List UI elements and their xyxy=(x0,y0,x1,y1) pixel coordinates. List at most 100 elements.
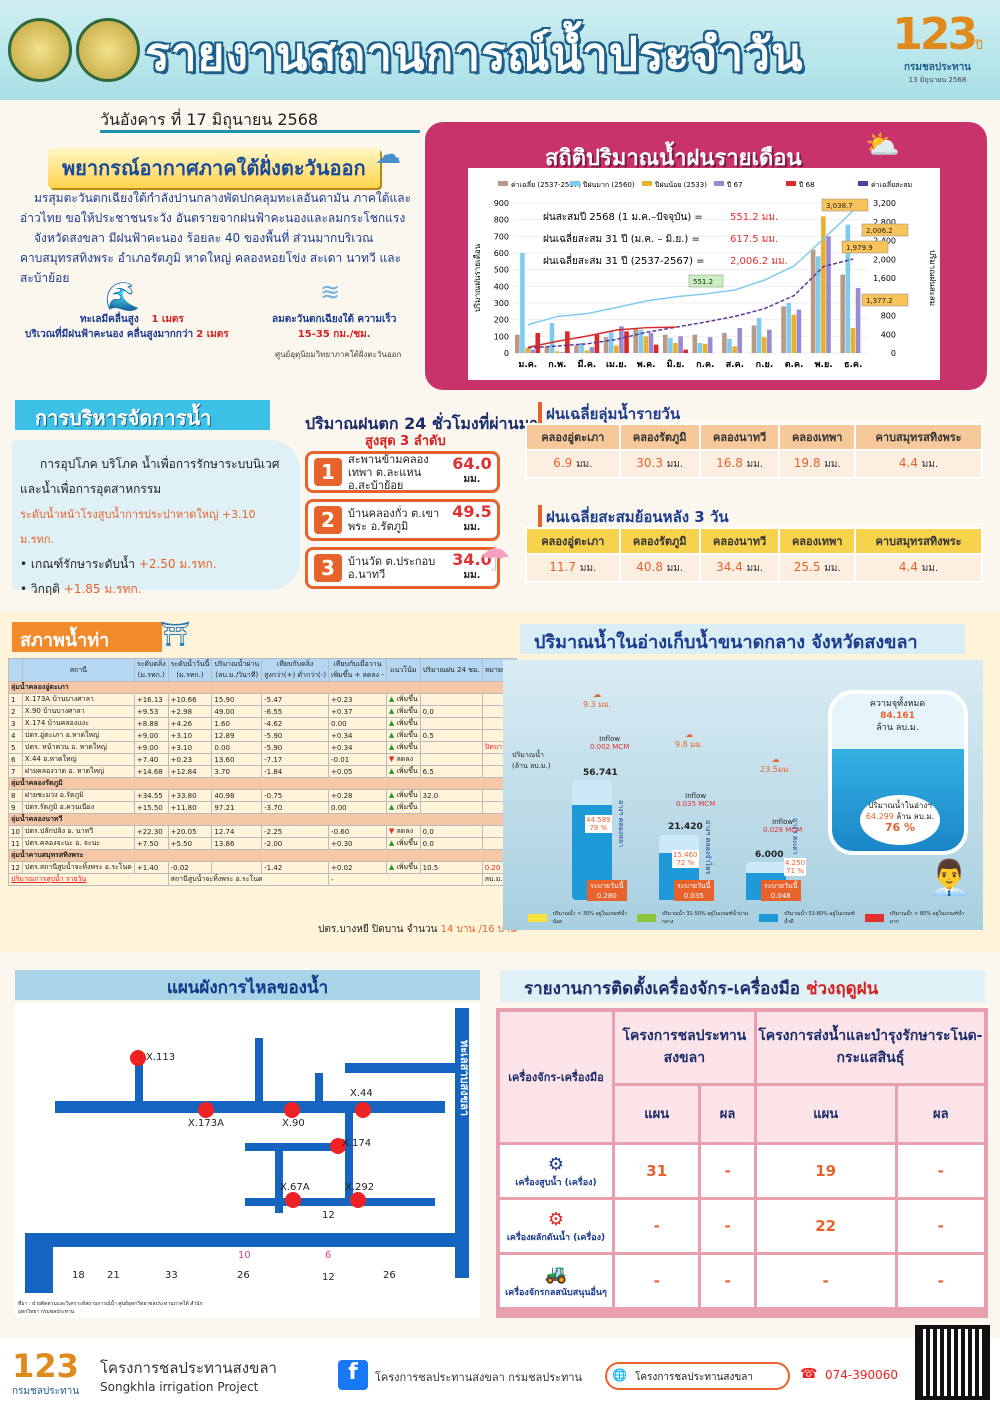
annotation-box xyxy=(861,223,909,237)
table-cell: 2 xyxy=(8,705,23,718)
table-cell: 97.21 xyxy=(211,801,263,814)
current-year-line xyxy=(527,326,676,349)
project-header: โครงการชลประทานสงขลา xyxy=(615,1012,754,1083)
reservoir-title: ปริมาณน้ำในอ่างเก็บน้ำขนาดกลาง จังหวัดสง… xyxy=(520,624,965,654)
table-cell: - xyxy=(328,873,483,886)
table-cell: 11.7 มม. xyxy=(525,553,621,583)
website-link[interactable]: โครงการชลประทานสงขลา xyxy=(605,1362,790,1390)
anniversary-badge: 123ปี กรมชลประทาน 13 มิถุนายน 2568 xyxy=(892,9,983,85)
table-cell: X.173A บ้านบางศาลา xyxy=(21,693,135,706)
table-cell: -4.62 xyxy=(261,717,330,730)
annotation: 1,979.9 xyxy=(846,244,873,252)
table-cell: - xyxy=(897,1255,984,1307)
water-level-table: สถานี ระดับตลิ่ง (ม.รทก.) ระดับน้ำวันนี้ (ม.… xyxy=(8,658,517,916)
y2-tick: 2,000 xyxy=(873,255,896,264)
table-cell: 0.0 xyxy=(419,705,483,718)
plan-header: แผน xyxy=(756,1085,895,1142)
table-row: 4 ปตร.อู่ตะเภา อ.หาดใหญ่ +9.00 +3.10 12.89 -5… xyxy=(8,729,517,742)
col-header: เทียบกับตลิ่ง สูงกว่า(+) ต่ำกว่า(-) xyxy=(261,658,330,682)
station-label: X.173A xyxy=(188,1118,224,1129)
wave-icon: 🌊 xyxy=(105,280,140,313)
col-header: แนวโน้ม xyxy=(385,658,421,682)
footer-org-en: Songkhla irrigation Project xyxy=(100,1380,259,1394)
bar xyxy=(732,346,737,353)
table-cell: +0.02 xyxy=(328,861,387,874)
table-cell: 19 xyxy=(756,1145,895,1197)
table-row: 3 X.174 บ้านคลองแงะ +8.88 +4.26 1.60 -4.62 0.0… xyxy=(8,717,517,730)
bar xyxy=(821,216,826,353)
table-cell xyxy=(419,741,483,754)
bar xyxy=(826,236,831,353)
tank-1-volume: 44.589 79 % xyxy=(585,815,612,833)
officer-avatar: 👨‍💼 xyxy=(928,858,971,898)
flow-title: แผนผังการไหลของน้ำ xyxy=(15,970,480,1000)
legend-label: ปีฝนมาก (2560) xyxy=(583,181,635,189)
flow-bottom-value: 33 xyxy=(165,1270,178,1281)
table-cell: +34.55 xyxy=(133,789,169,802)
footer xyxy=(0,1338,1000,1414)
station-marker xyxy=(130,1050,146,1066)
y2-axis-label: ปริมาณฝนสะสม xyxy=(928,250,937,306)
bar xyxy=(845,224,851,353)
table-cell: 12.74 xyxy=(211,825,263,838)
plan-header: แผน xyxy=(615,1085,699,1142)
facebook-icon[interactable]: f xyxy=(338,1360,368,1390)
flow-bottom-value: 21 xyxy=(107,1270,120,1281)
bar xyxy=(515,334,520,353)
annotation-box xyxy=(841,240,889,254)
machines-title: รายงานการติดตั้งเครื่องจักร-เครื่องมือ ช… xyxy=(500,970,985,1002)
chart-note: ฝนเฉลี่ยสะสม 31 ปี (2537-2567) = xyxy=(543,253,705,267)
station-marker xyxy=(198,1102,214,1118)
gate-status: ปตร.บางหยี ปิดบาน จำนวน 14 บาน /16 บาน xyxy=(318,924,517,935)
col-header: คลองนาทวี xyxy=(698,527,781,555)
trend-cell: ▲ เพิ่มขึ้น xyxy=(385,717,421,730)
table-cell: +15.50 xyxy=(133,801,169,814)
y-tick: 100 xyxy=(494,332,509,341)
table-cell xyxy=(419,801,483,814)
table-cell xyxy=(211,861,263,874)
inflow-2: Inflow 0.035 MCM xyxy=(676,792,716,808)
station-marker xyxy=(284,1102,300,1118)
table-cell xyxy=(419,693,483,706)
y2-tick: 800 xyxy=(881,312,896,321)
chart-note: ฝนสะสมปี 2568 (1 ม.ค.–ปัจจุบัน) = xyxy=(543,211,703,223)
y-tick: 200 xyxy=(494,316,509,325)
table-cell: - xyxy=(701,1255,754,1307)
cloud-icon: ☁ xyxy=(375,140,401,170)
basin-3day-title: ฝนเฉลี่ยสะสมย้อนหลัง 3 วัน xyxy=(538,505,729,529)
table-cell: ปตร. หน้าควน อ. หาดใหญ่ xyxy=(21,741,135,754)
project-header: โครงการส่งน้ำและบำรุงรักษาระโนด-กระแสสิน… xyxy=(756,1012,984,1083)
table-cell: +8.88 xyxy=(133,717,169,730)
phone-number[interactable]: 074-390060 xyxy=(825,1368,899,1382)
legend-swatch xyxy=(570,181,580,186)
table-cell: - xyxy=(897,1200,984,1252)
mgmt-level: ระดับน้ำหน้าโรงสูบน้ำการประปาหาดใหญ่ +3.… xyxy=(20,508,256,546)
table-cell: 15.90 xyxy=(211,693,263,706)
y-tick: 400 xyxy=(494,282,509,291)
qr-code[interactable] xyxy=(915,1325,990,1400)
chart-note-value: 2,006.2 มม. xyxy=(730,256,788,267)
table-cell: 6.5 xyxy=(419,765,483,778)
table-cell: +0.23 xyxy=(328,693,387,706)
x-tick: ต.ค. xyxy=(785,360,804,370)
flow-bottom-value: 26 xyxy=(383,1270,396,1281)
umbrella-icon: ☂ xyxy=(480,540,511,580)
lake-channel xyxy=(455,1008,469,1278)
table-cell: 12 xyxy=(8,861,23,874)
table-cell: +3.10 xyxy=(167,729,213,742)
table-row: 5 ปตร. หน้าควน อ. หาดใหญ่ +9.00 +3.10 0.00 -5… xyxy=(8,741,517,754)
table-cell: 6.9 มม. xyxy=(525,449,621,479)
table-cell: 1.60 xyxy=(211,717,263,730)
trend-cell: ▼ ลดลง xyxy=(385,753,421,766)
table-cell: +16.13 xyxy=(133,693,169,706)
table-cell: -2.25 xyxy=(261,825,330,838)
table-cell: -0.02 xyxy=(167,861,213,874)
machinery-icon: 🚜 xyxy=(544,1263,568,1285)
tank-3-release: ระบายวันนี้ 0.048 xyxy=(761,880,801,901)
facebook-link[interactable]: โครงการชลประทานสงขลา กรมชลประทาน xyxy=(375,1371,583,1384)
bar xyxy=(579,343,584,353)
trend-cell: ▲ เพิ่มขึ้น xyxy=(385,801,421,814)
table-cell: 1 xyxy=(8,693,23,706)
table-cell: +5.50 xyxy=(167,837,213,850)
station-label: X.67A xyxy=(280,1182,310,1193)
